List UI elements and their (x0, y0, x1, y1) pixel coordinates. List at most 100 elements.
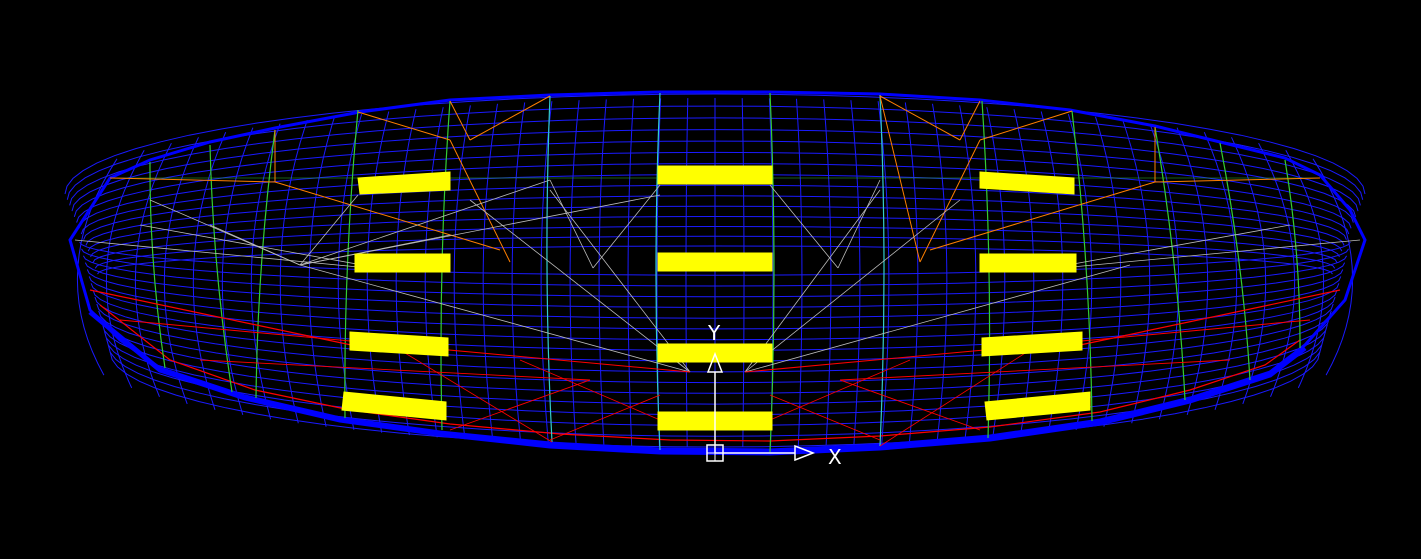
ucs-y-label: Y (707, 321, 721, 345)
brace-line (769, 359, 911, 421)
mesh-meridian (134, 142, 172, 397)
rib-line (149, 161, 166, 369)
brace-line (519, 359, 661, 421)
ucs-x-label: X (828, 445, 842, 469)
brace-line (299, 194, 661, 266)
rib-line (546, 95, 553, 443)
mesh-meridian (598, 99, 607, 446)
brace-line (959, 100, 981, 141)
mesh-meridian (1122, 119, 1151, 424)
beam-member (984, 391, 1091, 421)
brace-line (74, 239, 391, 271)
mesh-meridian (877, 101, 890, 444)
brace-line (839, 379, 981, 431)
brace-line (399, 349, 553, 443)
beam-member (979, 171, 1075, 195)
brace-line (449, 379, 591, 431)
brace-line (1079, 289, 1341, 346)
mesh-meridian (482, 103, 498, 441)
mesh-meridian (1203, 131, 1238, 410)
brace-line (1039, 239, 1361, 271)
mesh-meridian (959, 105, 977, 440)
brace-line (549, 394, 661, 441)
brace-line (357, 111, 451, 141)
brace-line (979, 110, 1073, 141)
rib-line (255, 129, 276, 399)
mesh-meridian (192, 131, 227, 410)
beam-member (657, 252, 773, 272)
mesh-meridian (823, 99, 832, 446)
rib-line (769, 92, 775, 453)
mesh-meridian (685, 98, 689, 447)
rib-line (1154, 126, 1186, 401)
brace-line (837, 179, 881, 269)
beam-member (981, 331, 1083, 357)
mesh-meridian (540, 101, 553, 444)
mesh-meridian (1285, 149, 1325, 389)
mesh-meridian (1067, 113, 1093, 430)
brace-line (1039, 224, 1291, 271)
brace-line (549, 179, 594, 269)
brace-line (592, 184, 661, 269)
brace-line (929, 181, 1156, 251)
rib-line (655, 92, 661, 451)
brace-line (209, 224, 301, 266)
beam-member (349, 331, 449, 357)
brace-line (299, 194, 359, 266)
mesh-ring (64, 93, 1366, 195)
brace-line (139, 224, 391, 271)
brace-line (879, 95, 921, 263)
brace-line (879, 95, 961, 141)
brace-line (89, 289, 376, 351)
brace-line (744, 189, 881, 373)
rib-line (879, 94, 885, 447)
brace-line (469, 95, 551, 141)
brace-line (299, 179, 551, 266)
beam-member (979, 253, 1077, 273)
mesh-meridian (850, 100, 861, 445)
mesh-meridian (904, 102, 919, 443)
dome-red-rim (99, 304, 1301, 442)
mesh-meridian (250, 123, 281, 420)
mesh-meridian (511, 102, 526, 443)
mesh-meridian (741, 98, 745, 447)
mesh-meridian (337, 113, 363, 430)
brace-line (299, 264, 691, 373)
mesh-meridian (308, 116, 335, 427)
brace-line (769, 184, 839, 269)
mesh-meridian (627, 98, 634, 447)
mesh-meridian (1149, 123, 1180, 420)
beam-member (357, 171, 451, 195)
ucs-x-arrow-icon (794, 444, 816, 462)
ucs-axis-icon: Y X (706, 321, 842, 469)
rib-line (1284, 159, 1301, 349)
rib-line (1219, 142, 1251, 381)
brace-line (274, 181, 501, 251)
brace-line (919, 139, 981, 263)
ucs-y-arrow-icon (706, 351, 724, 373)
mesh-meridian (279, 119, 308, 424)
mesh-meridian (105, 149, 145, 389)
mesh-meridian (163, 137, 199, 405)
brace-line (744, 199, 961, 373)
yellow-beams (341, 165, 1091, 431)
brace-line (449, 139, 511, 263)
beam-member (341, 391, 447, 421)
mesh-meridian (221, 127, 254, 416)
brace-line (449, 100, 471, 141)
brace-line (549, 189, 691, 373)
brace-line (199, 359, 591, 381)
mesh-meridian (1176, 127, 1209, 416)
brace-line (109, 177, 276, 183)
brace-line (469, 199, 691, 373)
brace-line (879, 349, 1031, 447)
beam-member (657, 165, 773, 185)
mesh-meridian (1095, 116, 1122, 427)
beam-member (354, 253, 451, 273)
brace-line (769, 394, 881, 441)
mesh-meridian (796, 98, 803, 447)
mesh-meridian (932, 103, 948, 441)
brace-line (1154, 177, 1321, 183)
